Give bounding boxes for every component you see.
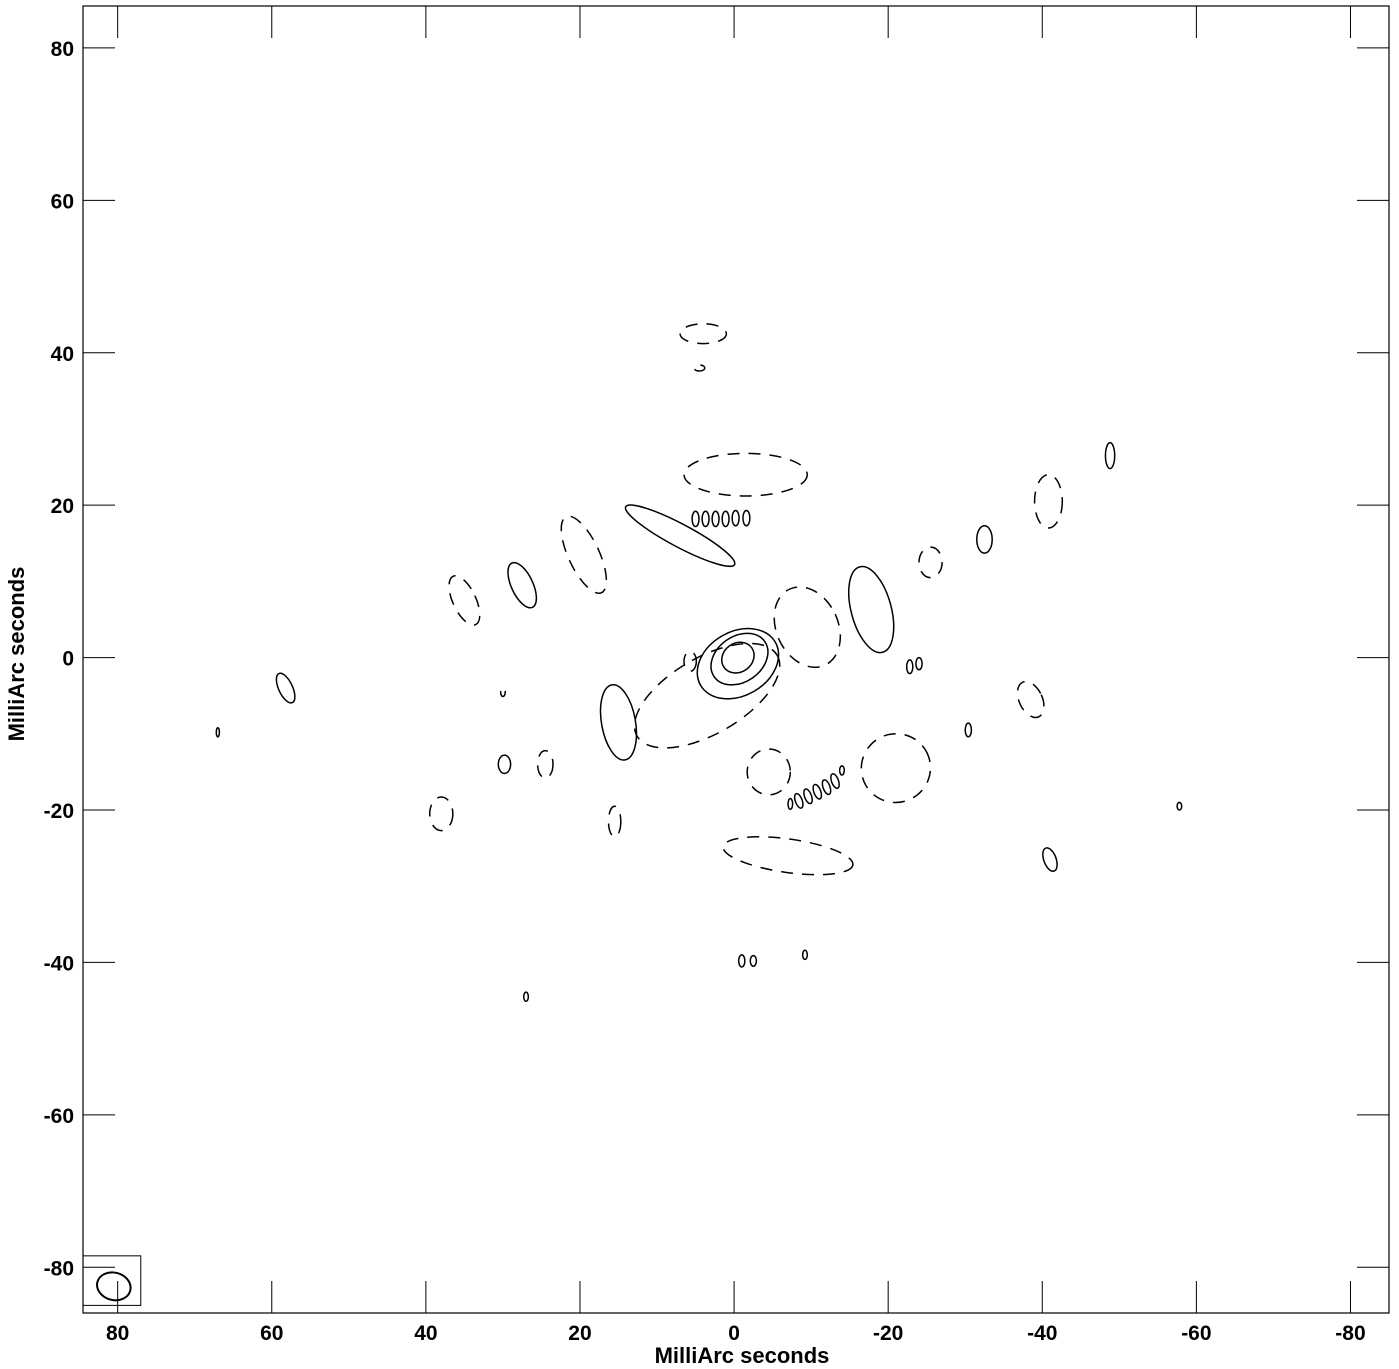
negative-contour (683, 452, 809, 497)
positive-contour (915, 656, 923, 671)
x-axis-title: MilliArc seconds (655, 1343, 830, 1368)
beam-group (82, 1255, 142, 1306)
y-tick-label: 40 (51, 343, 74, 366)
positive-contour (624, 504, 736, 568)
negative-contour (722, 836, 854, 876)
positive-contour (599, 683, 638, 761)
positive-contour (801, 949, 809, 961)
negative-contour (746, 748, 792, 796)
y-tick-label: -40 (44, 952, 74, 975)
positive-contour (1176, 801, 1183, 811)
negative-contour (1016, 680, 1045, 719)
positive-contour (691, 510, 700, 528)
x-tick-labels: 80 60 40 20 0 -20 -40 -60 -80 (106, 1322, 1366, 1345)
positive-contour (838, 765, 846, 776)
beam-box (82, 1255, 142, 1306)
positive-contour (497, 754, 512, 775)
positive-contour (1042, 847, 1058, 872)
negative-contour (1033, 473, 1064, 529)
positive-contour (905, 659, 914, 675)
x-tick-label: 0 (728, 1322, 740, 1345)
y-tick-label: -20 (44, 800, 74, 823)
positive-contour (737, 954, 746, 968)
beam-ellipse (96, 1271, 132, 1302)
negative-contour (679, 323, 728, 345)
x-tick-label: 60 (260, 1322, 283, 1345)
y-tick-label: 0 (62, 648, 74, 671)
positive-contour (821, 779, 832, 796)
positive-contour (847, 565, 895, 654)
positive-contour (275, 672, 296, 704)
negative-contour (918, 546, 943, 579)
positive-contour (701, 510, 710, 528)
positive-contour (215, 726, 221, 738)
negative-contour (560, 515, 608, 595)
positive-contour (793, 792, 804, 809)
tick-group (83, 6, 1389, 1313)
positive-contour (731, 509, 740, 527)
negative-contour (693, 364, 706, 372)
positive-contour (964, 722, 973, 738)
y-tick-label: 80 (51, 38, 74, 61)
x-tick-label: -60 (1181, 1322, 1211, 1345)
core-contour (696, 627, 780, 700)
y-tick-labels: 80 60 40 20 0 -20 -40 -60 -80 (44, 38, 74, 1280)
positive-contour (830, 773, 840, 790)
positive-contour (1104, 441, 1116, 470)
positive-contour (522, 991, 530, 1003)
positive-contour (721, 510, 730, 528)
positive-contour (749, 954, 758, 967)
negative-contour (773, 586, 842, 669)
y-axis-title: MilliArc seconds (4, 567, 29, 742)
negative-contour (683, 650, 698, 673)
x-tick-label: -80 (1335, 1322, 1365, 1345)
y-tick-label: 60 (51, 190, 74, 213)
negative-contour (448, 575, 481, 626)
negative-contour (633, 642, 781, 749)
x-tick-label: 40 (414, 1322, 437, 1345)
positive-contour (787, 797, 794, 811)
x-tick-label: 20 (568, 1322, 591, 1345)
positive-contour (507, 561, 538, 609)
positive-contour (742, 509, 751, 527)
y-tick-label: -60 (44, 1105, 74, 1128)
negative-contour (607, 805, 622, 838)
x-tick-label: 80 (106, 1322, 129, 1345)
y-tick-label: -80 (44, 1257, 74, 1280)
x-tick-label: -40 (1027, 1322, 1057, 1345)
positive-contour (976, 525, 993, 554)
positive-contour (711, 510, 720, 528)
plot-frame (82, 5, 1390, 1314)
contour-group (215, 323, 1183, 1003)
negative-contour (499, 686, 506, 698)
core-contour (720, 641, 755, 674)
negative-contour (536, 749, 554, 779)
negative-contour (860, 732, 932, 804)
y-tick-label: 20 (51, 495, 74, 518)
negative-contour (428, 796, 454, 832)
x-tick-label: -20 (873, 1322, 903, 1345)
positive-contour (812, 783, 823, 800)
positive-contour (803, 788, 813, 805)
core-contour (710, 632, 769, 686)
